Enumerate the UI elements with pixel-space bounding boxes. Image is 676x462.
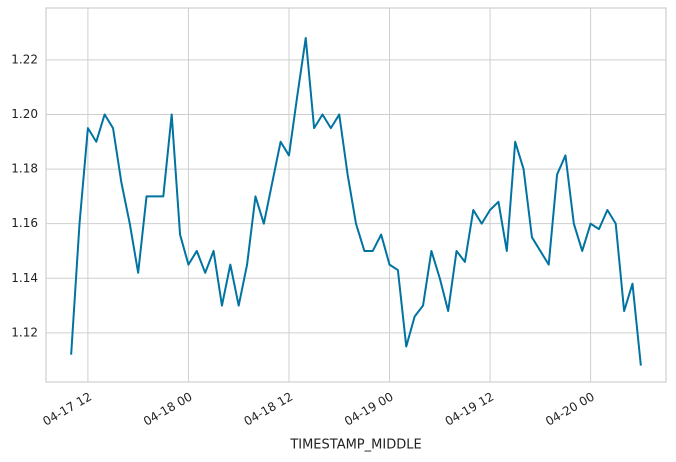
- y-tick-label: 1.14: [11, 271, 38, 285]
- y-tick-label: 1.12: [11, 325, 38, 339]
- data-line: [70, 37, 642, 366]
- plot-frame: [45, 7, 667, 383]
- x-tick-label: 04-20 00: [543, 390, 597, 429]
- x-tick-label: 04-17 12: [40, 390, 94, 429]
- x-tick-label: 04-18 12: [241, 390, 295, 429]
- y-tick-label: 1.16: [11, 216, 38, 230]
- y-tick-label: 1.20: [11, 107, 38, 121]
- y-tick-label: 1.22: [11, 52, 38, 66]
- x-axis-label: TIMESTAMP_MIDDLE: [289, 438, 421, 453]
- x-tick-label: 04-19 00: [342, 390, 396, 429]
- x-tick-label: 04-18 00: [141, 390, 195, 429]
- y-tick-label: 1.18: [11, 162, 38, 176]
- x-tick-label: 04-19 12: [443, 390, 497, 429]
